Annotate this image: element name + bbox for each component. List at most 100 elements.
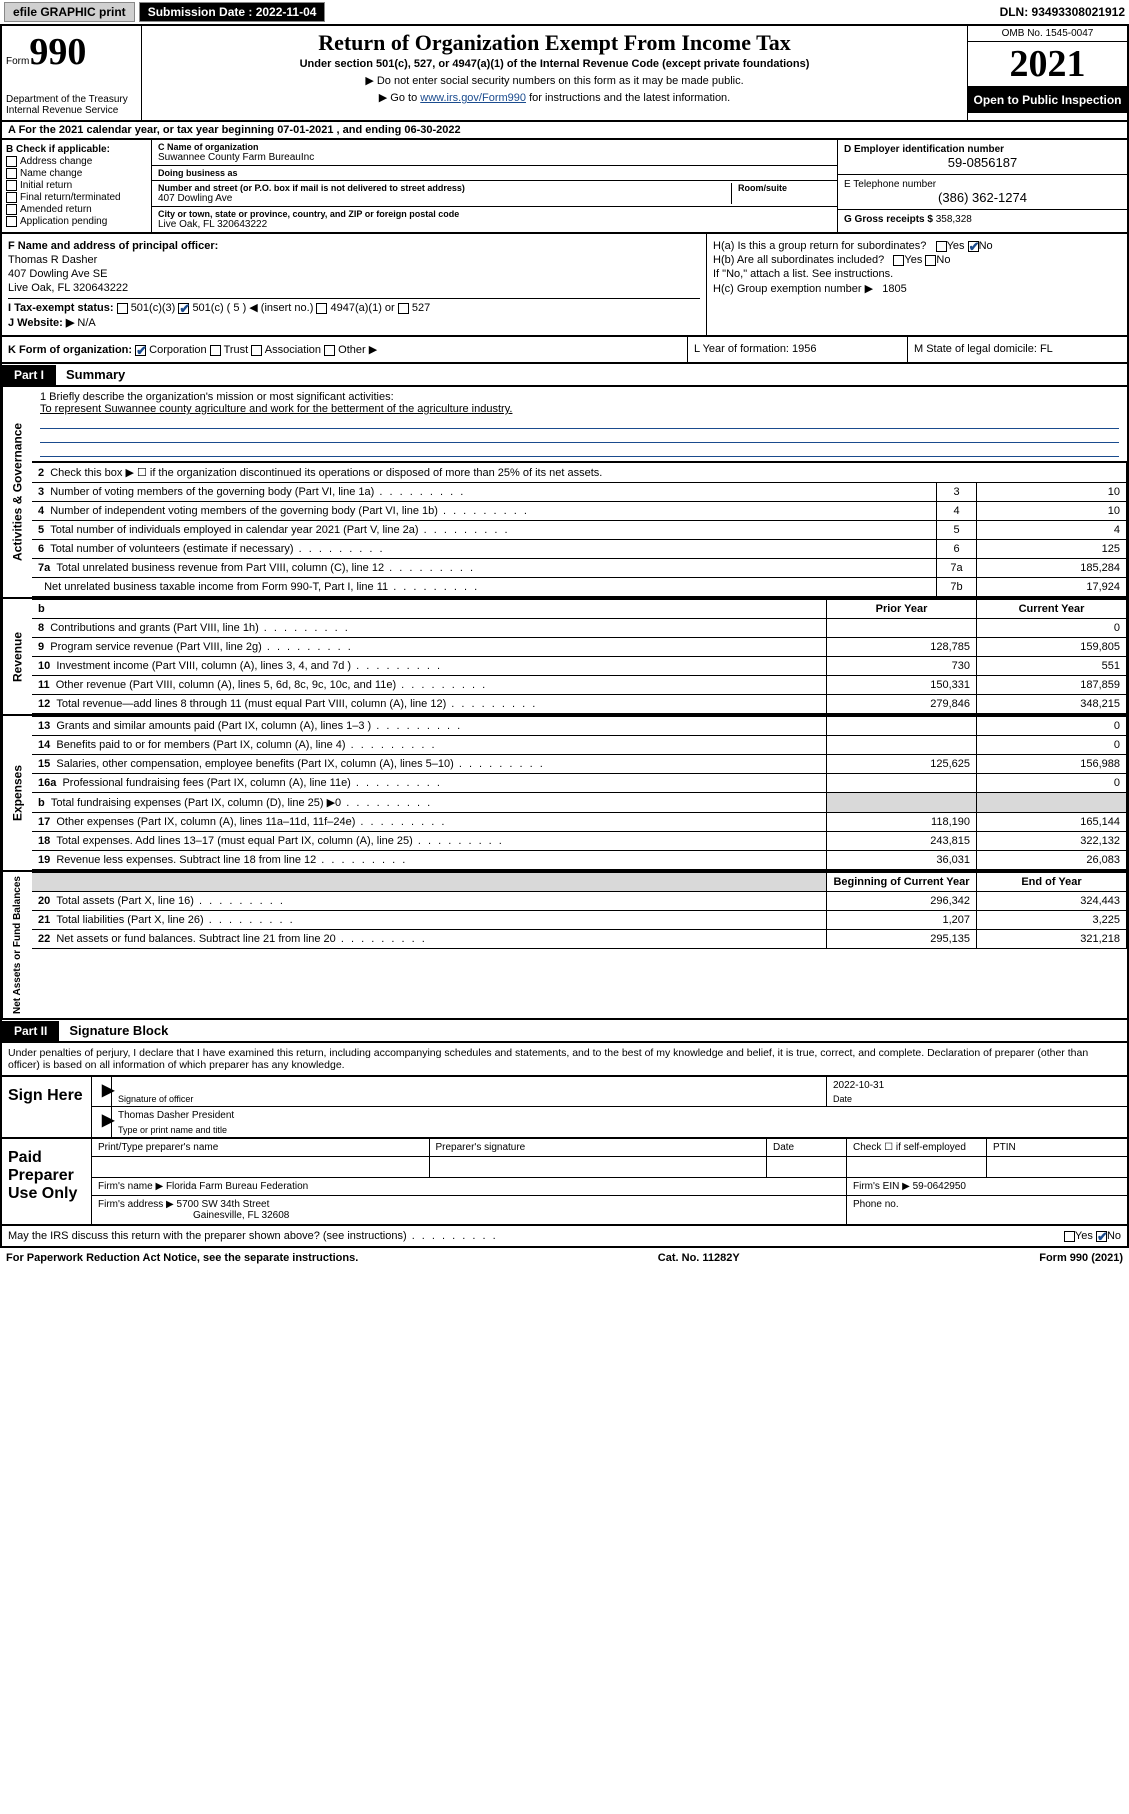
net-assets-grid: Beginning of Current Year End of Year 20… [32,872,1127,1018]
form-header-right: OMB No. 1545-0047 2021 Open to Public In… [967,26,1127,120]
box-f-label: F Name and address of principal officer: [8,240,218,252]
efile-button[interactable]: efile GRAPHIC print [4,2,135,22]
row-prior: 125,625 [827,755,977,774]
row-desc: 22 Net assets or fund balances. Subtract… [32,930,827,949]
check-association[interactable] [251,345,262,356]
row-curr: 322,132 [977,832,1127,851]
row-desc: Net unrelated business taxable income fr… [32,578,937,597]
check-discuss-no[interactable] [1096,1231,1107,1242]
row-desc: 21 Total liabilities (Part X, line 26) [32,911,827,930]
revenue-table: b Prior Year Current Year 8 Contribution… [32,599,1127,714]
footer-left: For Paperwork Reduction Act Notice, see … [6,1252,358,1264]
check-name-change[interactable]: Name change [6,168,147,179]
check-address-change[interactable]: Address change [6,156,147,167]
prep-self-value [847,1157,987,1177]
row-prior [827,619,977,638]
revenue-vlabel: Revenue [2,599,32,714]
row-val: 10 [977,483,1127,502]
table-row: 21 Total liabilities (Part X, line 26) 1… [32,911,1127,930]
row-val: 185,284 [977,559,1127,578]
prep-name-value [92,1157,430,1177]
gross-label: G Gross receipts $ [844,214,933,225]
box-i-row: I Tax-exempt status: 501(c)(3) 501(c) ( … [8,301,700,314]
ein-cell: D Employer identification number 59-0856… [838,140,1127,175]
h-a-label: H(a) Is this a group return for subordin… [713,240,926,252]
row-desc: 3 Number of voting members of the govern… [32,483,937,502]
row-desc: 16a Professional fundraising fees (Part … [32,774,827,793]
prior-year-header: Prior Year [827,600,977,619]
opt-assoc: Association [265,344,321,356]
city-cell: City or town, state or province, country… [152,207,837,232]
row-curr [977,793,1127,813]
table-row: 17 Other expenses (Part IX, column (A), … [32,813,1127,832]
check-discuss-yes[interactable] [1064,1231,1075,1242]
expenses-vlabel: Expenses [2,716,32,870]
row-curr: 0 [977,619,1127,638]
part-ii-tag: Part II [2,1021,59,1041]
row-num: 6 [937,540,977,559]
check-label: Final return/terminated [20,192,121,203]
check-4947[interactable] [316,303,327,314]
end-year-header: End of Year [977,873,1127,892]
footer: For Paperwork Reduction Act Notice, see … [0,1248,1129,1268]
governance-table: 2 Check this box ▶ ☐ if the organization… [32,462,1127,597]
dba-label: Doing business as [158,168,831,178]
check-yes-ha[interactable] [936,241,947,252]
h-a-row: H(a) Is this a group return for subordin… [713,240,1121,252]
street-label: Number and street (or P.O. box if mail i… [158,183,731,193]
irs-label: Internal Revenue Service [6,105,137,116]
check-initial-return[interactable]: Initial return [6,180,147,191]
paid-preparer-body: Print/Type preparer's name Preparer's si… [92,1139,1127,1224]
row-desc: 19 Revenue less expenses. Subtract line … [32,851,827,870]
row-curr: 0 [977,736,1127,755]
row-curr: 321,218 [977,930,1127,949]
row-curr: 324,443 [977,892,1127,911]
row-curr: 165,144 [977,813,1127,832]
submission-date-button[interactable]: Submission Date : 2022-11-04 [139,2,326,22]
h-b-label: H(b) Are all subordinates included? [713,254,884,266]
part-i-tag: Part I [2,365,56,385]
box-j-row: J Website: ▶ N/A [8,316,700,329]
row-prior [827,774,977,793]
form-label: Form [6,56,29,67]
row-curr: 159,805 [977,638,1127,657]
check-no-hb[interactable] [925,255,936,266]
check-label: Name change [20,168,82,179]
check-yes-hb[interactable] [893,255,904,266]
prep-date-header: Date [767,1139,847,1156]
officer-addr1: 407 Dowling Ave SE [8,268,700,280]
form-number: 990 [29,31,86,73]
year-formation: L Year of formation: 1956 [687,337,907,362]
officer-name-title: Thomas Dasher President [118,1110,1121,1121]
check-final-return[interactable]: Final return/terminated [6,192,147,203]
table-row: 10 Investment income (Part VIII, column … [32,657,1127,676]
irs-link[interactable]: www.irs.gov/Form990 [420,92,526,104]
row-prior [827,736,977,755]
check-527[interactable] [398,303,409,314]
footer-right: Form 990 (2021) [1039,1252,1123,1264]
paid-preparer-label: Paid Preparer Use Only [2,1139,92,1224]
check-application-pending[interactable]: Application pending [6,216,147,227]
row-prior [827,717,977,736]
row-prior: 128,785 [827,638,977,657]
h-note: If "No," attach a list. See instructions… [713,268,1121,280]
h-c-value: 1805 [882,283,906,295]
check-corporation[interactable] [135,345,146,356]
table-row: 3 Number of voting members of the govern… [32,483,1127,502]
check-other[interactable] [324,345,335,356]
expenses-grid: 13 Grants and similar amounts paid (Part… [32,716,1127,870]
revenue-section: Revenue b Prior Year Current Year 8 Cont… [0,599,1129,716]
check-amended-return[interactable]: Amended return [6,204,147,215]
part-i-header: Part I Summary [0,364,1129,387]
city-label: City or town, state or province, country… [158,209,831,219]
net-assets-section: Net Assets or Fund Balances Beginning of… [0,872,1129,1020]
table-row: 8 Contributions and grants (Part VIII, l… [32,619,1127,638]
mission-blank [40,417,1119,429]
check-trust[interactable] [210,345,221,356]
omb-number: OMB No. 1545-0047 [968,26,1127,42]
prep-ptin-header: PTIN [987,1139,1127,1156]
check-501c[interactable] [178,303,189,314]
check-label: Application pending [20,216,107,227]
check-501c3[interactable] [117,303,128,314]
check-no-ha[interactable] [968,241,979,252]
